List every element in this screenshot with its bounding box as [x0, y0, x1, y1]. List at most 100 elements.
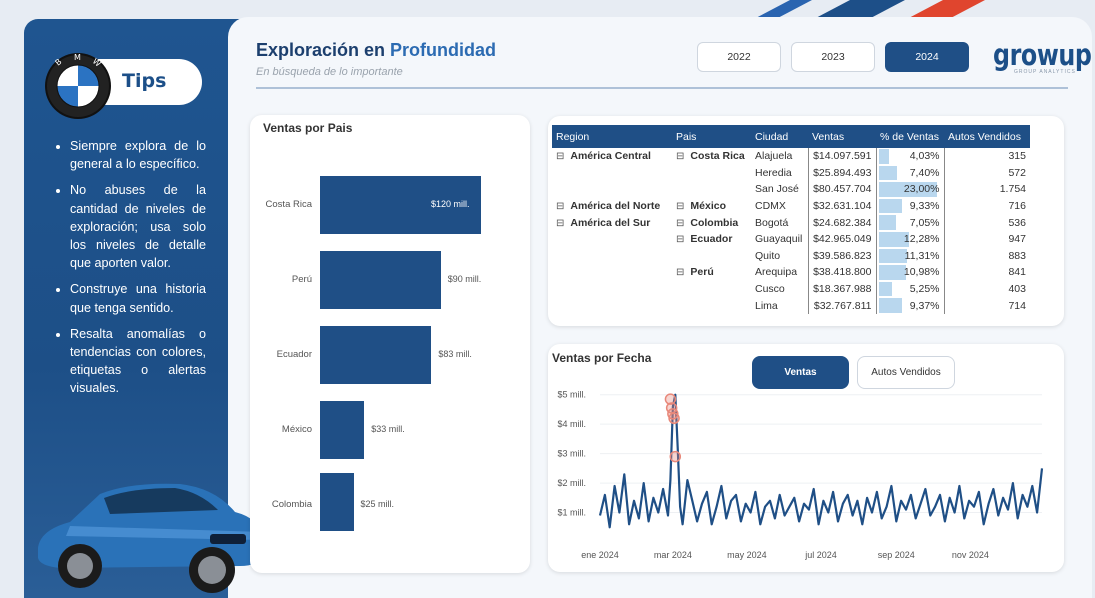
cell-ventas: $80.457.704 [808, 181, 877, 198]
cell-region: ⊟ América del Sur [556, 216, 651, 229]
bar-value-label: $25 mill. [360, 499, 395, 509]
cell-ciudad: Arequipa [751, 264, 809, 281]
collapse-icon[interactable]: ⊟ [556, 217, 565, 229]
tips-list: Siempre explora de lo general a lo espec… [54, 137, 206, 406]
page-title: Exploración en Profundidad [256, 40, 497, 60]
brand-logo: growup [993, 38, 1092, 72]
collapse-icon[interactable]: ⊟ [676, 217, 685, 229]
table-row[interactable]: Lima $32.767.811 9,37% 714 [552, 297, 1030, 314]
cell-ciudad: CDMX [751, 197, 809, 215]
x-tick-label: ene 2024 [581, 550, 619, 560]
y-tick-label: $3 mill. [557, 449, 586, 459]
cell-autos: 572 [1008, 166, 1026, 179]
cell-region [552, 297, 672, 314]
bar[interactable] [320, 473, 354, 531]
tip-item: No abuses de la cantidad de niveles de e… [70, 181, 206, 272]
cell-pct-ventas: 23,00% [876, 181, 945, 198]
table-row[interactable]: ⊟ Ecuador Guayaquil $42.965.049 12,28% 947 [552, 230, 1030, 248]
table-row[interactable]: ⊟ América del Sur ⊟ Colombia Bogotá $24.682.3… [552, 214, 1030, 231]
pct-databar [878, 198, 903, 214]
x-tick-label: nov 2024 [952, 550, 989, 560]
cell-ventas: $38.418.800 [808, 264, 877, 281]
cell-ciudad: San José [751, 181, 809, 198]
toggle-ventas-button[interactable]: Ventas [752, 356, 849, 389]
collapse-icon[interactable]: ⊟ [676, 234, 685, 246]
cell-autos: 841 [1008, 266, 1026, 279]
column-header-ciudad[interactable]: Ciudad [751, 125, 808, 148]
year-button-2024[interactable]: 2024 [885, 42, 969, 72]
cell-ciudad: Quito [751, 247, 809, 265]
bar-category-label: Costa Rica [265, 199, 312, 210]
table-row[interactable]: ⊟ América Central ⊟ Costa Rica Alajuela $14.0… [552, 148, 1030, 165]
column-header-pais[interactable]: Pais [672, 125, 751, 148]
bar[interactable] [320, 401, 365, 459]
pct-databar [878, 231, 910, 247]
cell-ventas: $25.894.493 [808, 164, 877, 182]
bar-category-label: México [281, 424, 312, 435]
cell-autos: 536 [1008, 216, 1026, 229]
cell-region [552, 231, 672, 248]
table-row[interactable]: Quito $39.586.823 11,31% 883 [552, 247, 1030, 265]
cell-autos: 714 [1008, 299, 1026, 312]
cell-autos: 947 [1008, 233, 1026, 246]
table-row[interactable]: ⊟ América del Norte ⊟ México CDMX $32.631.104… [552, 197, 1030, 215]
cell-ciudad: Cusco [751, 280, 809, 298]
collapse-icon[interactable]: ⊟ [676, 267, 685, 279]
x-tick-label: mar 2024 [654, 550, 692, 560]
cell-ventas: $42.965.049 [808, 230, 877, 248]
tips-title: Tips [122, 70, 167, 92]
anomaly-marker [669, 450, 682, 463]
cell-region: ⊟ América Central [556, 150, 651, 163]
y-tick-label: $4 mill. [557, 419, 586, 429]
cell-pais: ⊟ Perú [676, 266, 714, 279]
bar-category-label: Colombia [271, 499, 312, 510]
cell-pais [672, 181, 751, 198]
cell-ciudad: Lima [751, 297, 809, 314]
cell-ventas: $32.631.104 [808, 197, 877, 215]
collapse-icon[interactable]: ⊟ [556, 201, 565, 213]
table-row[interactable]: Heredia $25.894.493 7,40% 572 [552, 164, 1030, 182]
page-subtitle: En búsqueda de lo importante [256, 66, 403, 78]
year-button-2022[interactable]: 2022 [697, 42, 781, 72]
bar[interactable] [320, 251, 441, 309]
table-row[interactable]: ⊟ Perú Arequipa $38.418.800 10,98% 841 [552, 264, 1030, 281]
bar-value-label: $83 mill. [438, 349, 472, 359]
cell-autos: 883 [1008, 249, 1026, 262]
cell-region [552, 165, 672, 182]
anomaly-marker [664, 393, 677, 405]
cell-autos: 403 [1008, 283, 1026, 296]
bar-value-label: $120 mill. [431, 199, 470, 209]
tip-item: Resalta anomalías o tendencias con color… [70, 325, 206, 398]
cell-ventas: $18.367.988 [808, 280, 877, 298]
table-header-row: Region Pais Ciudad Ventas % de Ventas Au… [552, 125, 1030, 148]
column-header-region[interactable]: Region [552, 125, 672, 148]
pct-databar [878, 248, 908, 264]
pct-databar [878, 281, 892, 297]
table-row[interactable]: Cusco $18.367.988 5,25% 403 [552, 280, 1030, 298]
brand-logo-subtitle: GROUP ANALYTICS [1014, 69, 1076, 75]
bar[interactable] [320, 176, 481, 234]
cell-region: ⊟ América del Norte [556, 200, 661, 213]
cell-pais [672, 248, 751, 265]
cell-pct-ventas: 9,33% [876, 197, 945, 215]
header-divider [256, 87, 1068, 89]
anomaly-marker [668, 412, 680, 425]
svg-text:B: B [54, 57, 64, 67]
collapse-icon[interactable]: ⊟ [556, 151, 565, 163]
collapse-icon[interactable]: ⊟ [676, 201, 685, 213]
cell-pais: ⊟ México [676, 200, 726, 213]
car-image [38, 483, 262, 593]
cell-ciudad: Guayaquil [751, 230, 809, 248]
toggle-autos-vendidos-button[interactable]: Autos Vendidos [857, 356, 955, 389]
bar[interactable] [320, 326, 432, 384]
collapse-icon[interactable]: ⊟ [676, 151, 685, 163]
column-header-pct-ventas[interactable]: % de Ventas [876, 125, 944, 148]
column-header-autos[interactable]: Autos Vendidos [944, 125, 1030, 148]
ventas-por-fecha-title: Ventas por Fecha [552, 351, 652, 365]
table-row[interactable]: San José $80.457.704 23,00% 1.754 [552, 181, 1030, 198]
column-header-ventas[interactable]: Ventas [808, 125, 876, 148]
cell-pais [672, 165, 751, 182]
year-button-2023[interactable]: 2023 [791, 42, 875, 72]
cell-ventas: $32.767.811 [808, 297, 877, 314]
ventas-por-pais-title: Ventas por Pais [263, 121, 353, 135]
